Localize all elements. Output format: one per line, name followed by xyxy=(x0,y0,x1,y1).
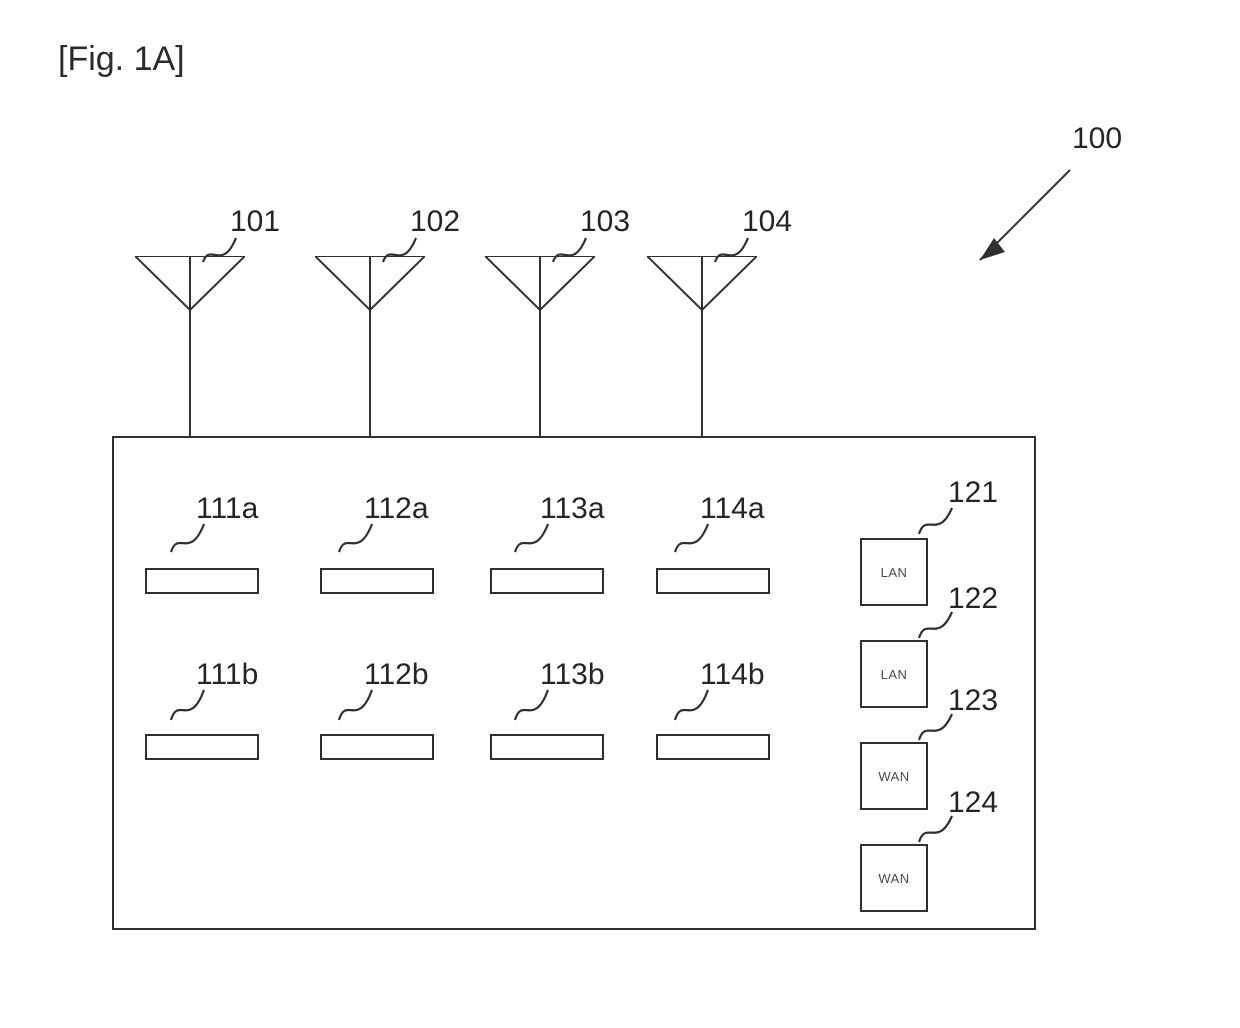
port-ref-121: 121 xyxy=(948,476,998,510)
antenna-ref-104: 104 xyxy=(742,205,792,239)
port-ref-123: 123 xyxy=(948,684,998,718)
port-ref-122: 122 xyxy=(948,582,998,616)
slot-ref-114b: 114b xyxy=(700,658,765,692)
squiggle-icon xyxy=(380,234,420,268)
slot-ref-111a: 111a xyxy=(196,492,258,526)
system-ref-label: 100 xyxy=(1072,122,1122,156)
port-lan-121: LAN xyxy=(860,538,928,606)
slot-111a xyxy=(145,568,259,594)
port-label: LAN xyxy=(881,667,908,682)
slot-111b xyxy=(145,734,259,760)
slot-ref-114a: 114a xyxy=(700,492,765,526)
port-label: WAN xyxy=(878,871,909,886)
antenna-icon xyxy=(135,256,245,440)
antenna-icon xyxy=(647,256,757,440)
figure-caption: [Fig. 1A] xyxy=(58,40,185,79)
antenna-ref-103: 103 xyxy=(580,205,630,239)
slot-114b xyxy=(656,734,770,760)
squiggle-icon xyxy=(550,234,590,268)
slot-113b xyxy=(490,734,604,760)
diagram-canvas: [Fig. 1A] 100 101 102 103 104 xyxy=(0,0,1240,1028)
squiggle-icon xyxy=(712,234,752,268)
slot-ref-111b: 111b xyxy=(196,658,258,692)
slot-ref-113b: 113b xyxy=(540,658,605,692)
slot-ref-112b: 112b xyxy=(364,658,429,692)
port-lan-122: LAN xyxy=(860,640,928,708)
slot-114a xyxy=(656,568,770,594)
port-label: WAN xyxy=(878,769,909,784)
antenna-ref-102: 102 xyxy=(410,205,460,239)
antenna-icon xyxy=(315,256,425,440)
port-wan-124: WAN xyxy=(860,844,928,912)
slot-113a xyxy=(490,568,604,594)
system-ref-arrow xyxy=(960,160,1090,280)
antenna-ref-101: 101 xyxy=(230,205,280,239)
slot-ref-112a: 112a xyxy=(364,492,429,526)
squiggle-icon xyxy=(200,234,240,268)
port-wan-123: WAN xyxy=(860,742,928,810)
slot-112b xyxy=(320,734,434,760)
slot-112a xyxy=(320,568,434,594)
port-label: LAN xyxy=(881,565,908,580)
slot-ref-113a: 113a xyxy=(540,492,605,526)
antenna-icon xyxy=(485,256,595,440)
port-ref-124: 124 xyxy=(948,786,998,820)
